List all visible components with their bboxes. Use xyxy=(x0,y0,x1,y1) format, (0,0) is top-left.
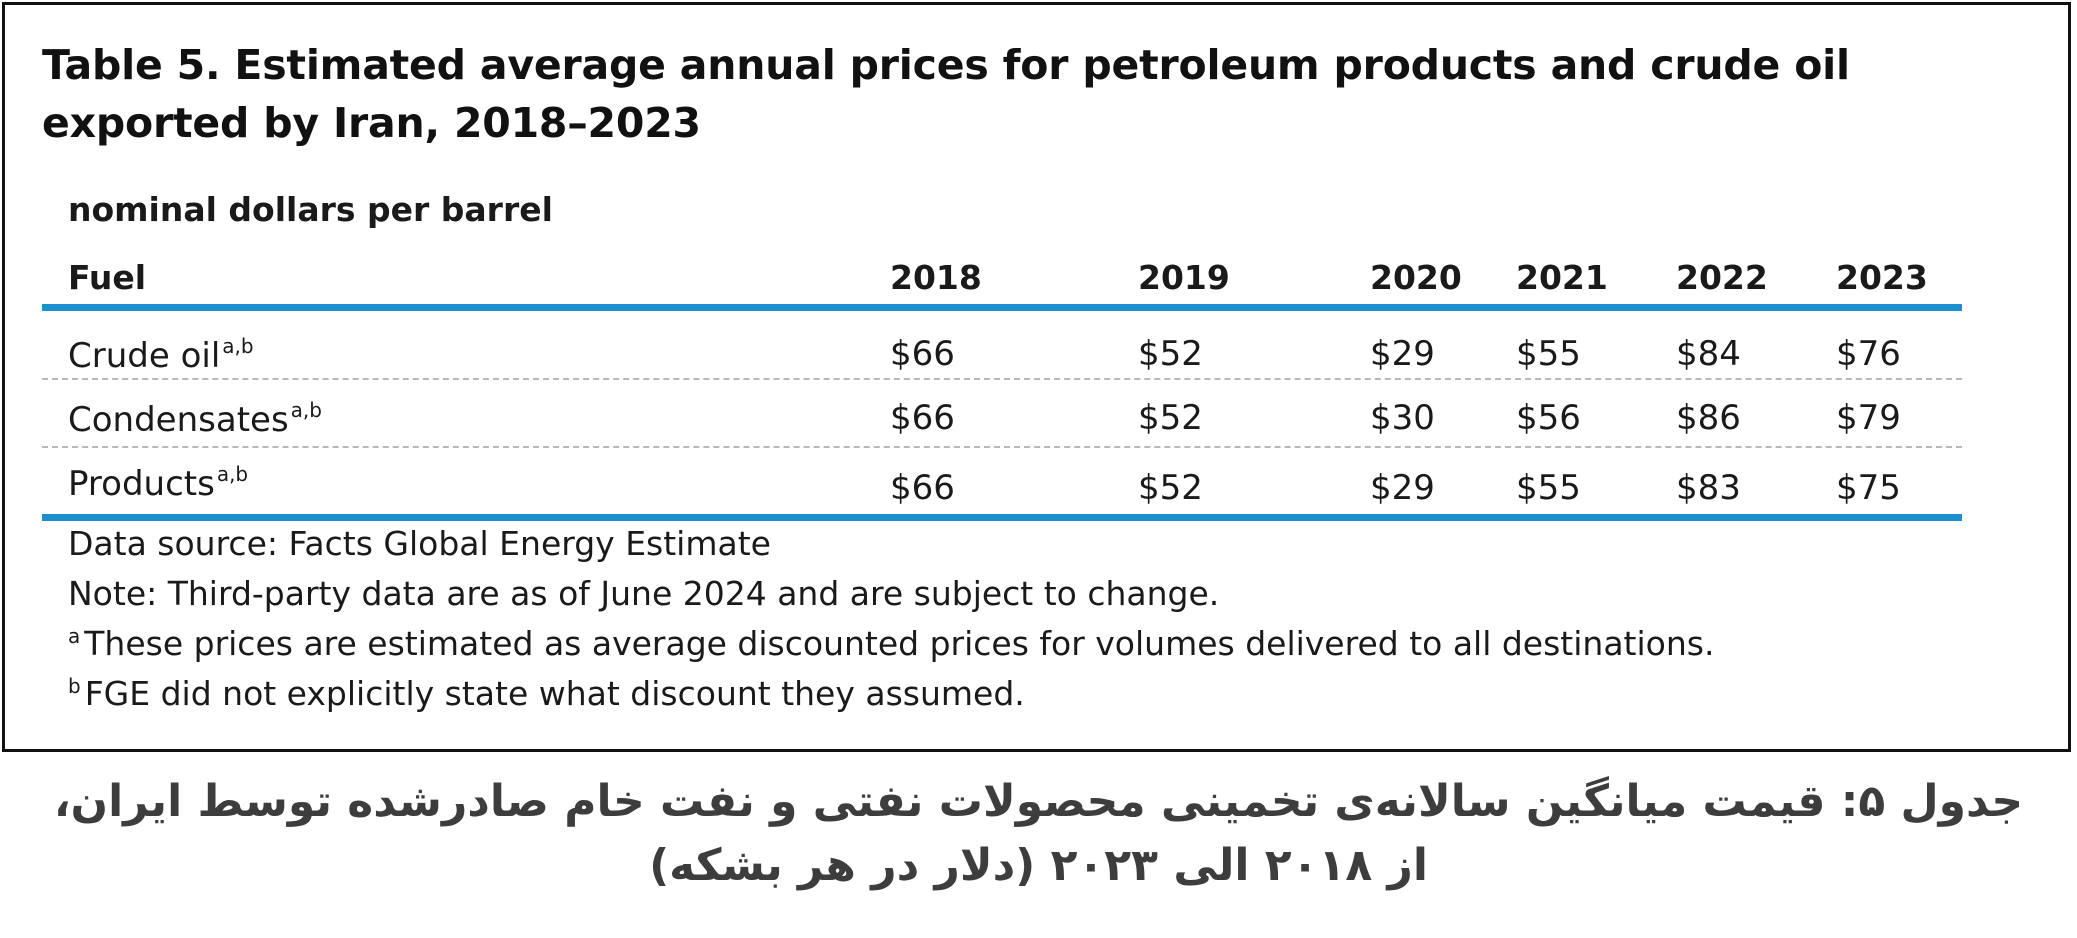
data-source-note: Data source: Facts Global Energy Estimat… xyxy=(68,524,771,563)
table-cell: $56 xyxy=(1516,398,1581,438)
third-party-note: Note: Third-party data are as of June 20… xyxy=(68,574,1220,613)
column-header-2023: 2023 xyxy=(1836,258,1928,297)
table-cell: $52 xyxy=(1138,334,1203,374)
table-cell: $66 xyxy=(890,334,955,374)
table-cell: $86 xyxy=(1676,398,1741,438)
table-cell: $29 xyxy=(1370,468,1435,508)
table-cell: $52 xyxy=(1138,398,1203,438)
footnote-b: b FGE did not explicitly state what disco… xyxy=(68,674,1025,713)
footnote-marker-b: b xyxy=(68,674,81,698)
table-unit-label: nominal dollars per barrel xyxy=(68,190,553,229)
table-cell: $76 xyxy=(1836,334,1901,374)
footnote-a: a These prices are estimated as average d… xyxy=(68,624,1715,663)
table-cell: $29 xyxy=(1370,334,1435,374)
table-frame xyxy=(2,2,2071,752)
persian-caption: جدول ۵: قیمت میانگین سالانه‌ی تخمینی محص… xyxy=(53,776,2024,891)
row-divider xyxy=(42,446,1962,448)
table-cell: $30 xyxy=(1370,398,1435,438)
footnote-marker: a,b xyxy=(290,398,322,422)
footnote-marker: a,b xyxy=(216,462,249,486)
table-cell: $55 xyxy=(1516,334,1581,374)
table-cell: $79 xyxy=(1836,398,1901,438)
column-header-2020: 2020 xyxy=(1370,258,1462,297)
column-header-fuel: Fuel xyxy=(68,258,147,297)
row-label-crude-oil: Crude oil a,b xyxy=(68,334,254,376)
footnote-marker: a,b xyxy=(222,334,254,358)
table-cell: $83 xyxy=(1676,468,1741,508)
row-label-products: Products a,b xyxy=(68,462,249,504)
table-cell: $52 xyxy=(1138,468,1203,508)
column-header-2018: 2018 xyxy=(890,258,982,297)
column-header-2022: 2022 xyxy=(1676,258,1768,297)
column-header-2021: 2021 xyxy=(1516,258,1608,297)
table-title: Table 5. Estimated average annual prices… xyxy=(42,41,1850,147)
row-label-condensates: Condensates a,b xyxy=(68,398,322,440)
table-cell: $66 xyxy=(890,398,955,438)
table-cell: $84 xyxy=(1676,334,1741,374)
table-cell: $75 xyxy=(1836,468,1901,508)
header-rule xyxy=(42,304,1962,311)
table-cell: $66 xyxy=(890,468,955,508)
row-divider xyxy=(42,378,1962,380)
column-header-2019: 2019 xyxy=(1138,258,1230,297)
footer-rule xyxy=(42,514,1962,521)
footnote-marker-a: a xyxy=(68,624,81,648)
table-cell: $55 xyxy=(1516,468,1581,508)
